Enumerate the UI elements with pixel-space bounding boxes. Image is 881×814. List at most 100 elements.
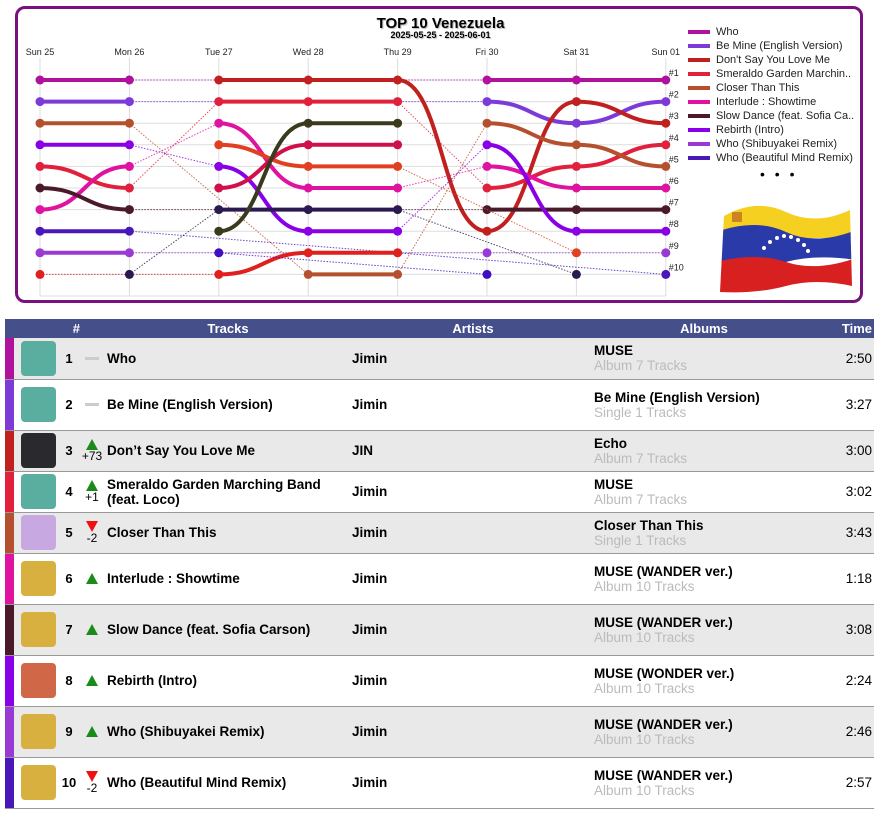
rank-up-icon [86,624,98,635]
legend-label: Be Mine (English Version) [716,40,843,52]
series-point [214,226,224,236]
artist-name[interactable]: Jimin [352,706,594,758]
album-art[interactable] [21,387,56,422]
legend-item: Slow Dance (feat. Sofia Ca.. [688,109,854,123]
rank-label: #9 [669,241,679,251]
table-row[interactable]: 4 +1 Smeraldo Garden Marching Band (feat… [5,471,874,513]
album-art[interactable] [21,515,56,550]
artist-name[interactable]: Jimin [352,512,594,554]
rank-change [80,338,104,380]
rank-label: #1 [669,68,679,78]
table-row[interactable]: 1 Who Jimin MUSE Album 7 Tracks 2:50 [5,338,874,380]
album-info: Album 7 Tracks [594,491,688,507]
track-title[interactable]: Who (Shibuyakei Remix) [104,706,352,758]
artist-name[interactable]: Jimin [352,338,594,380]
album-name[interactable]: MUSE [594,476,634,492]
album-name[interactable]: MUSE (WANDER ver.) [594,767,733,783]
series-color-bar [5,604,14,656]
artist-name[interactable]: JIN [352,430,594,472]
series-line [38,164,132,212]
x-tick-label: Sun 25 [26,47,55,57]
album-art[interactable] [21,433,56,468]
series-point [214,269,224,279]
track-time: 3:27 [814,379,874,431]
series-point [571,269,581,279]
table-row[interactable]: 2 Be Mine (English Version) Jimin Be Min… [5,379,874,431]
header-rank: # [5,319,80,338]
track-title[interactable]: Interlude : Showtime [104,553,352,605]
x-tick-label: Wed 28 [293,47,324,57]
track-time: 3:00 [814,430,874,472]
artist-name[interactable]: Jimin [352,553,594,605]
series-point [214,205,224,215]
album-name[interactable]: Be Mine (English Version) [594,389,760,405]
track-title[interactable]: Be Mine (English Version) [104,379,352,431]
series-point [303,205,313,215]
track-title[interactable]: Who (Beautiful Mind Remix) [104,757,352,809]
series-point [35,248,45,258]
album-art[interactable] [21,474,56,509]
series-point [124,183,134,193]
series-point [35,269,45,279]
album-art[interactable] [21,765,56,800]
album-name[interactable]: MUSE (WONDER ver.) [594,665,735,681]
artist-name[interactable]: Jimin [352,655,594,707]
x-tick-label: Sun 01 [652,47,681,57]
series-point [661,269,671,279]
rank-change [80,655,104,707]
rank-change-text: -2 [86,780,98,795]
rank-change [80,553,104,605]
track-time: 3:02 [814,471,874,513]
track-title[interactable]: Closer Than This [104,512,352,554]
track-title[interactable]: Who [104,338,352,380]
table-row[interactable]: 7 Slow Dance (feat. Sofia Carson) Jimin … [5,604,874,656]
series-point [482,75,492,85]
table-row[interactable]: 10 -2 Who (Beautiful Mind Remix) Jimin M… [5,757,874,809]
track-title[interactable]: Don’t Say You Love Me [104,430,352,472]
album-name[interactable]: MUSE (WANDER ver.) [594,563,733,579]
artist-name[interactable]: Jimin [352,757,594,809]
legend-swatch [688,58,710,62]
album-art[interactable] [21,663,56,698]
series-point [124,269,134,279]
album-art[interactable] [21,340,56,376]
series-point [571,248,581,258]
series-line [38,186,132,212]
album-art[interactable] [21,561,56,596]
album-name[interactable]: MUSE [594,343,634,359]
album-art[interactable] [21,612,56,647]
chart-table: # Tracks Artists Albums Time 1 Who Jimin… [5,319,874,809]
table-row[interactable]: 8 Rebirth (Intro) Jimin MUSE (WONDER ver… [5,655,874,707]
rank-change: -2 [80,757,104,809]
rank-change [80,379,104,431]
series-point [35,161,45,171]
series-point [124,97,134,107]
series-point [303,97,313,107]
rank-label: #8 [669,219,679,229]
chart-title: TOP 10 Venezuela [376,15,505,32]
series-point [482,248,492,258]
legend: Who Be Mine (English Version) Don't Say Yo… [688,25,854,165]
track-title[interactable]: Slow Dance (feat. Sofia Carson) [104,604,352,656]
table-row[interactable]: 5 -2 Closer Than This Jimin Closer Than … [5,512,874,554]
artist-name[interactable]: Jimin [352,604,594,656]
album-art[interactable] [21,714,56,749]
table-row[interactable]: 3 +73 Don’t Say You Love Me JIN Echo Albu… [5,430,874,472]
album-name[interactable]: MUSE (WANDER ver.) [594,716,733,732]
table-row[interactable]: 9 Who (Shibuyakei Remix) Jimin MUSE (WAN… [5,706,874,758]
series-point [393,118,403,128]
track-title[interactable]: Rebirth (Intro) [104,655,352,707]
track-title[interactable]: Smeraldo Garden Marching Band (feat. Loc… [104,471,352,513]
rank-change: +73 [80,430,104,472]
artist-name[interactable]: Jimin [352,471,594,513]
album-name[interactable]: MUSE (WANDER ver.) [594,614,733,630]
series-point [661,75,671,85]
album-name[interactable]: Closer Than This [594,517,704,533]
series-point [214,248,224,258]
artist-name[interactable]: Jimin [352,379,594,431]
table-row[interactable]: 6 Interlude : Showtime Jimin MUSE (WANDE… [5,553,874,605]
header-albums: Albums [594,319,814,338]
album-name[interactable]: Echo [594,435,628,451]
series-point [661,161,671,171]
series-line [216,142,311,190]
